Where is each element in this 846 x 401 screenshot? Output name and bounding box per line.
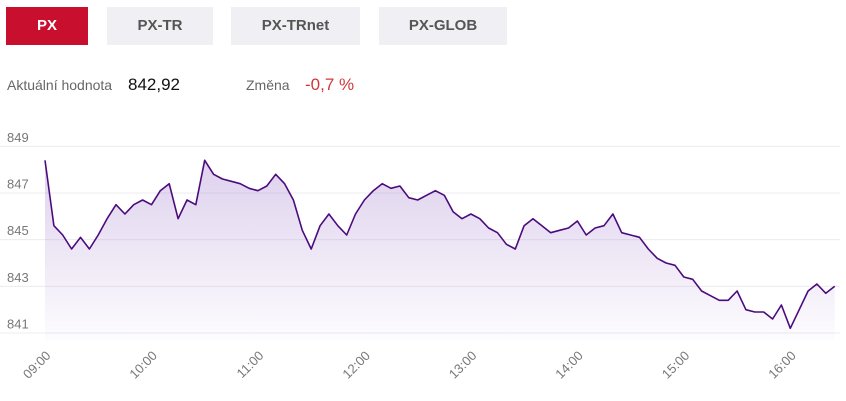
x-tick-label: 15:00 — [659, 348, 693, 382]
y-tick-label: 841 — [7, 316, 29, 331]
x-tick-label: 13:00 — [446, 348, 480, 382]
y-tick-label: 845 — [7, 223, 29, 238]
x-tick-label: 12:00 — [339, 348, 373, 382]
area — [45, 160, 835, 340]
current-value: 842,92 — [128, 75, 180, 94]
tab[interactable]: PX-TR — [107, 7, 213, 45]
x-tick-label: 16:00 — [765, 348, 799, 382]
current-label: Aktuální hodnota — [7, 77, 113, 93]
change-label: Změna — [246, 77, 290, 93]
x-tick-label: 11:00 — [234, 348, 267, 381]
y-tick-label: 847 — [7, 176, 29, 191]
x-tick-label: 14:00 — [552, 348, 586, 382]
x-tick-label: 10:00 — [126, 348, 160, 382]
tab[interactable]: PX — [6, 7, 88, 45]
x-tick-label: 09:00 — [20, 348, 54, 382]
tab[interactable]: PX-TRnet — [231, 7, 360, 45]
change-value: -0,7 % — [305, 75, 355, 94]
y-tick-label: 843 — [7, 270, 29, 285]
tab[interactable]: PX-GLOB — [379, 7, 507, 45]
y-tick-label: 849 — [7, 130, 29, 145]
line — [44, 159, 836, 330]
